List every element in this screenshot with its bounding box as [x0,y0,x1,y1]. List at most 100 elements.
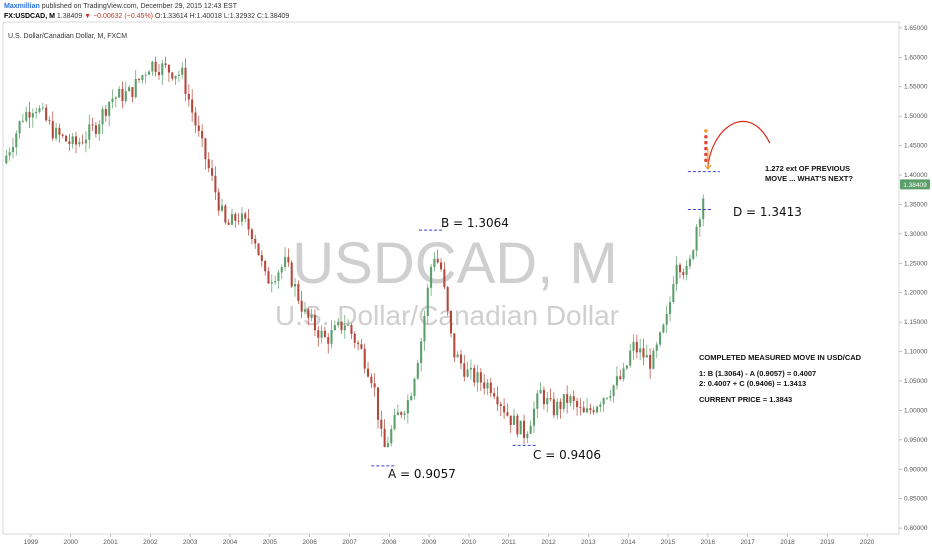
candle-body [5,155,8,164]
candle-body [622,368,625,380]
candle-body [134,78,137,98]
candle-body [197,125,200,131]
candle-body [529,425,532,434]
candle-body [483,382,486,389]
candle-body [8,152,11,156]
candle-body [31,113,34,118]
candle-body [615,376,618,386]
y-tick-label: 1.20000 [904,290,928,297]
candle-body [423,315,426,342]
candle-body [11,147,14,153]
projection-dots [704,129,708,163]
candle-body [118,88,121,98]
candle-body [211,168,214,176]
candle-body [108,101,111,116]
y-tick-label: 1.60000 [904,54,928,61]
candle-body [678,264,682,273]
y-axis[interactable]: 1.65000 1.60000 1.55000 1.50000 1.45000 1.400… [899,25,928,532]
candle-body [204,138,207,160]
candle-body [552,399,555,416]
candle-body [320,330,323,338]
candle-body [78,142,81,145]
candle-body [473,367,476,383]
candle-body [698,219,701,227]
y-tick-label: 1.35000 [904,201,928,208]
y-tick-label: 1.00000 [904,407,928,414]
candle-body [526,433,529,439]
x-tick-label: 2004 [223,539,238,546]
candle-body [191,99,194,113]
candle-body [121,88,124,102]
candle-body [430,266,433,288]
candle-body [297,284,300,301]
y-tick-label: 1.40000 [904,172,928,179]
candle-body [675,264,678,285]
candle-body [440,262,443,270]
candle-body [147,71,151,75]
candle-body [682,272,685,275]
candle-body [410,396,413,401]
candle-body [84,139,87,144]
candle-body [363,348,366,369]
x-tick-label: 2019 [820,539,835,546]
candle-body [187,93,190,100]
y-tick-label: 1.50000 [904,113,928,120]
candle-body [559,401,562,409]
candle-body [74,136,78,145]
y-tick-label: 1.30000 [904,231,928,238]
summary-calc2: 2: 0.4007 + C (0.9406) = 1.3413 [699,379,806,388]
x-tick-label: 2005 [263,539,278,546]
candle-body [639,348,642,353]
candle-body [260,255,263,261]
candle-body [589,408,592,411]
candle-body [303,309,307,312]
y-tick-label: 1.45000 [904,143,928,150]
candle-body [177,74,180,76]
x-tick-label: 2007 [342,539,357,546]
candle-body [532,408,535,426]
label-d: D = 1.3413 [733,205,802,219]
candle-body [579,407,582,408]
candle-body [287,257,290,263]
x-axis[interactable]: 1999 2000 2001 2002 2003 2004 2005 2006 2007 2008… [24,534,875,546]
candle-body [695,226,698,251]
candle-body [645,354,648,358]
candle-body [420,341,423,363]
candle-body [131,87,134,98]
candle-body [456,354,459,358]
symbol-label[interactable]: FX:USDCAD, M [4,13,55,20]
candle-body [227,222,230,225]
x-tick-label: 2000 [63,539,78,546]
candle-body [629,350,632,366]
candle-body [513,415,516,425]
candle-body [632,341,635,351]
candle-body [250,229,253,239]
author-link[interactable]: Maxmillian [4,3,40,10]
candle-body [569,396,572,403]
candle-body [337,321,340,326]
candle-body [436,258,439,263]
publish-line: Maxmillian published on TradingView.com,… [4,2,289,12]
x-tick-label: 2009 [422,539,437,546]
y-tick-label: 1.10000 [904,349,928,356]
candle-body [217,192,220,211]
candle-body [264,260,267,272]
projection-dot [704,146,708,151]
watermark-symbol: USDCAD, M [292,231,617,296]
candle-body [25,111,28,121]
x-tick-label: 1999 [24,539,39,546]
candle-body [45,107,48,121]
x-tick-label: 2013 [581,539,596,546]
candle-body [194,112,197,126]
x-tick-label: 2018 [780,539,795,546]
candle-body [599,404,602,407]
y-tick-label: 1.25000 [904,260,928,267]
candle-body [313,315,316,331]
projection-dot [704,140,708,145]
ext-note-line2: MOVE ... WHAT'S NEXT? [765,174,853,183]
candle-body [463,363,466,377]
candle-body [605,397,608,399]
candle-body [476,372,479,383]
x-tick-label: 2017 [740,539,755,546]
